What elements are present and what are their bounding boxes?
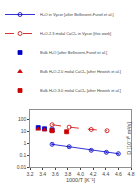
svg-text:Bulk H₂O [after Bellissent-Fun: Bulk H₂O [after Bellissent-Funel et al.] [40, 50, 107, 55]
svg-text:10: 10 [21, 128, 27, 134]
svg-text:0.01: 0.01 [17, 164, 27, 170]
svg-text:100: 100 [18, 116, 27, 122]
svg-text:3.6: 3.6 [52, 171, 59, 177]
svg-text:4.4: 4.4 [102, 171, 109, 177]
svg-text:D [10⁻¹⁰ m²/s]: D [10⁻¹⁰ m²/s] [126, 122, 132, 155]
svg-text:Bulk H₂O-3.0 molal CaCl₂ [afte: Bulk H₂O-3.0 molal CaCl₂ [after Hewish e… [40, 88, 121, 93]
svg-text:4.8: 4.8 [128, 171, 135, 177]
svg-text:H₂O-2.3 molal CaCl₂ in Vycor [: H₂O-2.3 molal CaCl₂ in Vycor [this work] [40, 31, 111, 36]
svg-text:Bulk H₂O-2.0 molal CaCl₂ [afte: Bulk H₂O-2.0 molal CaCl₂ [after Hewish e… [40, 69, 121, 74]
svg-text:3.4: 3.4 [39, 171, 46, 177]
svg-text:H₂O in Vycor [after Bellissent: H₂O in Vycor [after Bellissent-Funel et … [40, 12, 114, 17]
svg-text:0.1: 0.1 [19, 152, 26, 158]
svg-text:3.2: 3.2 [27, 171, 34, 177]
svg-text:1: 1 [24, 140, 27, 146]
svg-text:4.6: 4.6 [115, 171, 122, 177]
svg-text:1000/T [K⁻¹]: 1000/T [K⁻¹] [66, 177, 96, 183]
svg-text:4.2: 4.2 [90, 171, 97, 177]
svg-text:3.8: 3.8 [64, 171, 71, 177]
svg-text:4.0: 4.0 [77, 171, 84, 177]
